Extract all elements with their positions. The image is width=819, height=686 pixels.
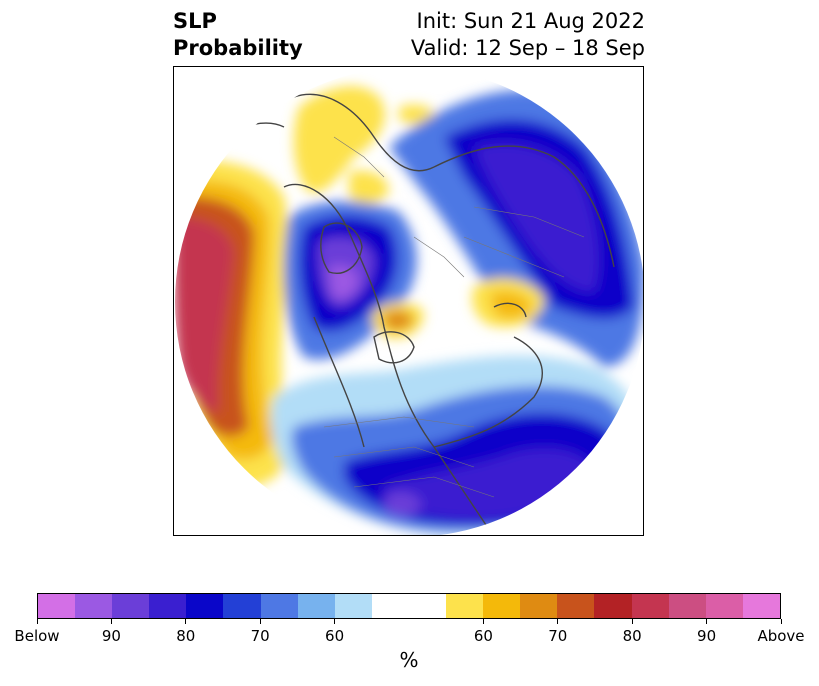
colorbar-tick-label: 60 bbox=[325, 627, 345, 645]
colorbar-tick-mark bbox=[631, 619, 633, 624]
title-quantity: Probability bbox=[173, 36, 303, 60]
colorbar-tick-mark bbox=[482, 619, 484, 624]
colorbar-tick-mark bbox=[259, 619, 261, 624]
colorbar bbox=[37, 593, 781, 619]
colorbar-cell bbox=[112, 594, 150, 618]
eastasia-above-60 bbox=[489, 291, 532, 319]
colorbar-tick-label: 80 bbox=[622, 627, 642, 645]
colorbar-cell bbox=[705, 594, 743, 618]
colorbar-tick-label: 90 bbox=[101, 627, 121, 645]
map-title: SLP Probability bbox=[173, 8, 303, 62]
siberia-below-80 bbox=[474, 143, 599, 292]
colorbar-cell bbox=[594, 594, 632, 618]
colorbar-cell bbox=[668, 594, 706, 618]
polar-stereographic-map bbox=[173, 66, 644, 536]
colorbar-tick-mark bbox=[780, 619, 782, 624]
colorbar-cell bbox=[334, 594, 372, 618]
probability-map bbox=[175, 67, 643, 535]
colorbar-tick-label: 90 bbox=[697, 627, 717, 645]
coastlines bbox=[203, 93, 615, 535]
colorbar-tick-mark bbox=[36, 619, 38, 624]
colorbar-tick-label: Above bbox=[757, 627, 805, 645]
colorbar-cell bbox=[38, 594, 76, 618]
valid-range: Valid: 12 Sep – 18 Sep bbox=[410, 36, 645, 60]
forecast-dates: Init: Sun 21 Aug 2022 Valid: 12 Sep – 18… bbox=[411, 8, 645, 62]
colorbar-tick-mark bbox=[110, 619, 112, 624]
colorbar-cell bbox=[483, 594, 521, 618]
colorbar-tick-label: 70 bbox=[250, 627, 270, 645]
europe-above-anomaly bbox=[293, 86, 385, 193]
init-date: Init: Sun 21 Aug 2022 bbox=[416, 9, 645, 33]
colorbar-tick-label: 80 bbox=[176, 627, 196, 645]
colorbar-cell bbox=[75, 594, 113, 618]
colorbar-cell bbox=[371, 594, 409, 618]
colorbar-cell bbox=[186, 594, 224, 618]
borders bbox=[323, 136, 585, 498]
colorbar-unit-label: % bbox=[399, 648, 419, 672]
colorbar-tick-mark bbox=[185, 619, 187, 624]
colorbar-cell bbox=[520, 594, 558, 618]
colorbar-cell bbox=[297, 594, 335, 618]
colorbar-cell bbox=[408, 594, 447, 618]
pacific-above-80 bbox=[175, 217, 234, 412]
colorbar-tick-mark bbox=[334, 619, 336, 624]
colorbar-cell bbox=[557, 594, 595, 618]
colorbar-cell bbox=[149, 594, 187, 618]
colorbar-cell bbox=[742, 594, 780, 618]
colorbar-tick-label: Below bbox=[14, 627, 60, 645]
colorbar-tick-mark bbox=[557, 619, 559, 624]
colorbar-cell bbox=[223, 594, 261, 618]
colorbar-cell bbox=[260, 594, 298, 618]
colorbar-tick-label: 70 bbox=[548, 627, 568, 645]
colorbar-tick-label: 60 bbox=[473, 627, 493, 645]
colorbar-cell bbox=[631, 594, 669, 618]
arctic-center-above-65 bbox=[382, 310, 414, 331]
colorbar-tick-mark bbox=[706, 619, 708, 624]
scandinavia-above-anomaly bbox=[349, 170, 389, 204]
atlantic-below-85 bbox=[384, 491, 422, 517]
title-variable: SLP bbox=[173, 9, 217, 33]
colorbar-cell bbox=[446, 594, 484, 618]
